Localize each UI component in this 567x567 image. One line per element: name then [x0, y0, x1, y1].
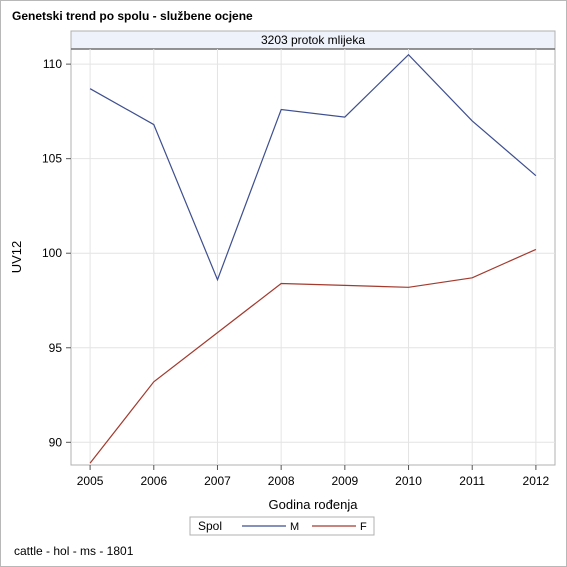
y-tick-label: 95 — [49, 341, 63, 355]
x-tick-label: 2008 — [268, 474, 295, 488]
series-line-f — [89, 248, 537, 464]
x-tick-label: 2011 — [459, 474, 485, 488]
plot-area — [70, 48, 556, 466]
x-tick-label: 2010 — [395, 474, 422, 488]
page-title: Genetski trend po spolu - službene ocjen… — [12, 9, 253, 23]
legend-label-f: F — [360, 521, 367, 533]
legend: Spol M F — [189, 516, 375, 536]
y-tick-label: 110 — [43, 57, 62, 71]
x-tick-label: 2005 — [77, 474, 104, 488]
grid — [71, 49, 555, 465]
x-tick-label: 2012 — [523, 474, 550, 488]
x-axis: 2005 2006 2007 2008 2009 2010 2011 2012 — [77, 465, 550, 488]
y-tick-label: 90 — [49, 435, 63, 449]
y-axis: 90 95 100 105 110 — [42, 57, 71, 449]
series-layer — [89, 53, 537, 464]
x-tick-label: 2007 — [204, 474, 231, 488]
y-axis-label: UV12 — [9, 241, 24, 274]
series-line-m — [89, 53, 537, 282]
legend-label-m: M — [290, 521, 299, 533]
legend-title: Spol — [198, 519, 222, 533]
y-tick-label: 105 — [42, 152, 62, 166]
panel-title: 3203 protok mlijeka — [261, 33, 365, 47]
y-tick-label: 100 — [42, 246, 62, 260]
footnote: cattle - hol - ms - 1801 — [14, 544, 134, 558]
x-tick-label: 2006 — [140, 474, 167, 488]
x-tick-label: 2009 — [331, 474, 358, 488]
x-axis-label: Godina rođenja — [269, 497, 359, 512]
